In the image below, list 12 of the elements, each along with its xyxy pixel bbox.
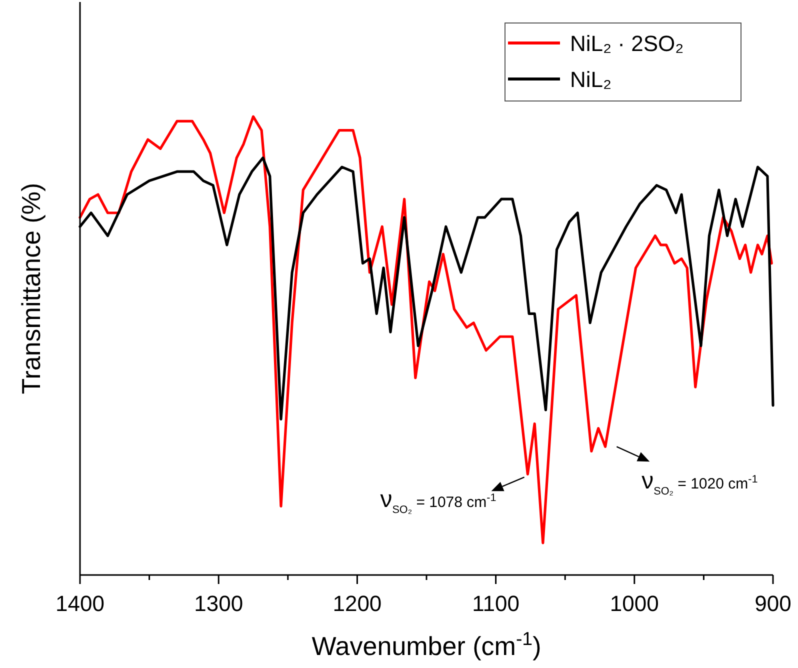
annotation: ν$_{SO₂}$ = 1078 cm$^{-1}$ [380,486,496,516]
x-tick-label: 1100 [472,591,520,616]
x-tick-label: 1000 [610,591,659,616]
x-tick-label: 900 [754,591,792,616]
x-tick-label: 1200 [332,591,382,616]
x-tick-label: 1300 [194,591,244,616]
legend-label: NiL₂ · 2SO₂ [570,31,684,56]
legend-label: NiL₂ [570,67,612,92]
y-axis-title: Transmittance (%) [16,182,46,394]
annotation: ν$_{SO₂}$ = 1020 cm$^{-1}$ [642,468,758,498]
x-axis-title: Wavenumber (cm$^{-1}$) [312,628,542,661]
x-tick-label: 1400 [56,591,104,616]
